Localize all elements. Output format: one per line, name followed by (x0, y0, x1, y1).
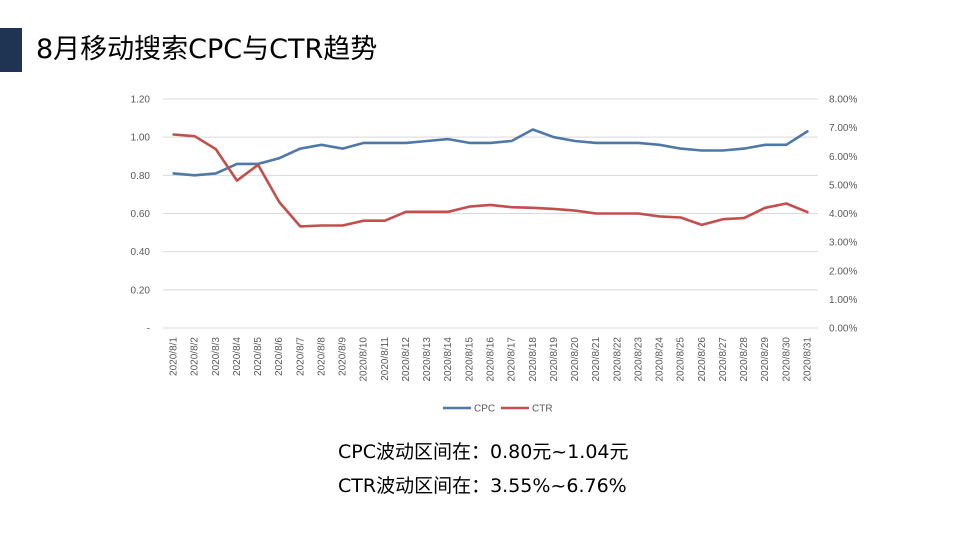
right-tick-label: 5.00% (829, 180, 857, 191)
x-tick-label: 2020/8/12 (401, 337, 412, 382)
x-tick-label: 2020/8/6 (274, 337, 285, 376)
x-tick-label: 2020/8/24 (655, 337, 666, 382)
x-tick-label: 2020/8/18 (528, 337, 539, 382)
x-tick-label: 2020/8/16 (486, 337, 497, 382)
ctr-range-text: CTR波动区间在：3.55%~6.76% (338, 475, 627, 497)
cpc-range-text: CPC波动区间在：0.80元~1.04元 (338, 441, 629, 463)
x-tick-label: 2020/8/15 (464, 337, 475, 382)
slide-title: 8月移动搜索CPC与CTR趋势 (36, 34, 378, 65)
series-line-ctr (172, 133, 809, 228)
left-tick-label: 1.00 (131, 133, 151, 144)
chart-legend: CPC CTR (443, 404, 553, 415)
gridlines (163, 98, 818, 329)
x-tick-label: 2020/8/5 (253, 337, 264, 376)
x-tick-label: 2020/8/30 (781, 337, 792, 382)
x-tick-label: 2020/8/1 (169, 337, 180, 376)
left-axis-ticks: - 0.20 0.40 0.60 0.80 1.00 1.20 (131, 95, 151, 335)
right-axis-ticks: 0.00% 1.00% 2.00% 3.00% 4.00% 5.00% 6.00% 7.00%… (829, 95, 857, 335)
x-tick-label: 2020/8/9 (338, 337, 349, 376)
legend-label-cpc: CPC (474, 404, 495, 415)
x-tick-label: 2020/8/31 (802, 337, 813, 382)
right-tick-label: 6.00% (829, 152, 857, 163)
title-accent-bar (0, 28, 22, 72)
x-tick-label: 2020/8/19 (549, 337, 560, 382)
left-tick-label: 0.20 (131, 285, 151, 296)
x-tick-label: 2020/8/26 (697, 337, 708, 382)
x-axis-ticks: 2020/8/1 2020/8/2 2020/8/3 2020/8/4 2020/8/5… (169, 337, 814, 382)
right-tick-label: 8.00% (829, 95, 857, 106)
x-tick-label: 2020/8/2 (190, 337, 201, 376)
left-tick-label: 0.40 (131, 247, 151, 258)
left-tick-label: 1.20 (131, 95, 151, 106)
x-tick-label: 2020/8/13 (422, 337, 433, 382)
legend-label-ctr: CTR (532, 404, 553, 415)
x-tick-label: 2020/8/3 (211, 337, 222, 376)
x-tick-label: 2020/8/17 (507, 337, 518, 382)
x-tick-label: 2020/8/11 (380, 337, 391, 381)
right-tick-label: 2.00% (829, 266, 857, 277)
series-lines (172, 128, 809, 228)
left-tick-label: 0.60 (131, 209, 151, 220)
right-tick-label: 0.00% (829, 324, 857, 335)
x-tick-label: 2020/8/4 (232, 337, 243, 376)
right-tick-label: 3.00% (829, 238, 857, 249)
x-tick-label: 2020/8/27 (718, 337, 729, 382)
x-tick-label: 2020/8/28 (739, 337, 750, 382)
left-tick-label: 0.80 (131, 171, 151, 182)
right-tick-label: 4.00% (829, 209, 857, 220)
x-tick-label: 2020/8/21 (591, 337, 602, 382)
x-tick-label: 2020/8/22 (612, 337, 623, 382)
x-tick-label: 2020/8/20 (570, 337, 581, 382)
x-tick-label: 2020/8/14 (443, 337, 454, 382)
series-line-cpc (172, 128, 809, 177)
x-tick-label: 2020/8/29 (760, 337, 771, 382)
x-tick-label: 2020/8/25 (676, 337, 687, 382)
right-tick-label: 7.00% (829, 123, 857, 134)
x-tick-label: 2020/8/8 (316, 337, 327, 376)
line-chart: - 0.20 0.40 0.60 0.80 1.00 1.20 0.00% 1.00% 2.00… (131, 95, 858, 415)
x-tick-label: 2020/8/7 (295, 337, 306, 376)
left-tick-label: - (147, 324, 150, 335)
x-tick-label: 2020/8/10 (359, 337, 370, 382)
x-tick-label: 2020/8/23 (633, 337, 644, 382)
right-tick-label: 1.00% (829, 295, 857, 306)
